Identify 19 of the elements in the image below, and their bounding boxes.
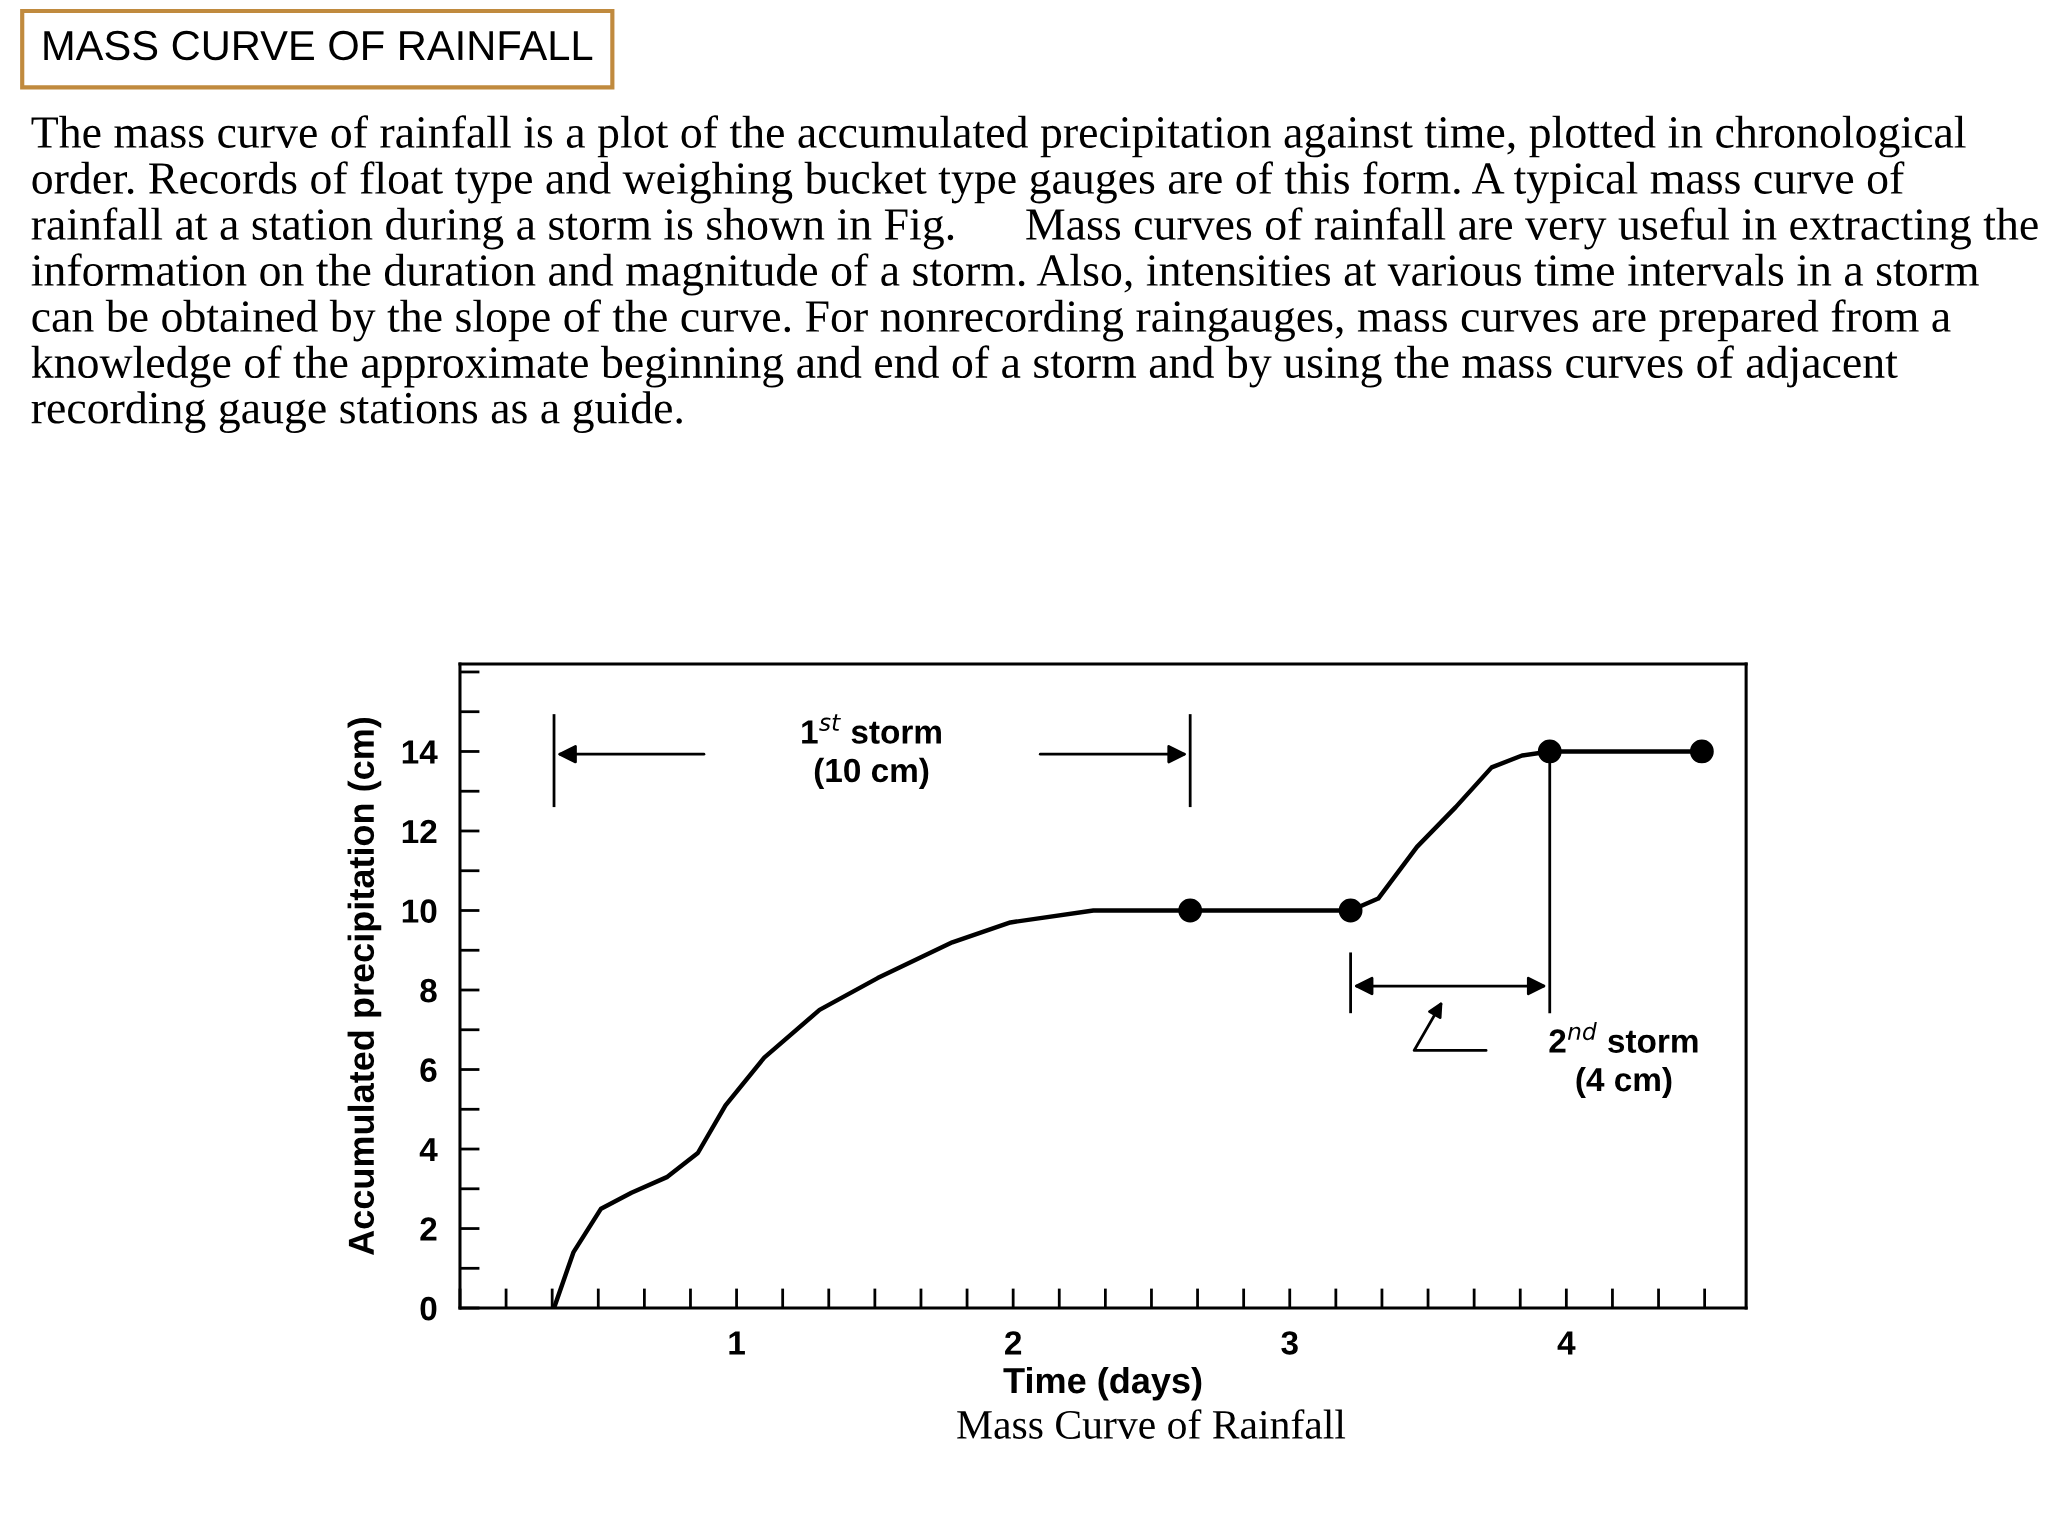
y-tick-label: 6 bbox=[420, 1058, 437, 1082]
x-tick-label: 1 bbox=[729, 1331, 745, 1355]
annotation: 1$^{st}$ storm (10 cm) bbox=[802, 714, 941, 789]
y-tick-label: 4 bbox=[419, 1138, 438, 1162]
x-tick-label: 3 bbox=[1281, 1331, 1298, 1355]
chart-subtitle: The mass curve of rainfall is a plot of the accumulated precipitation against time, plotted in chronological order. Records of float type and weighing bucket type gauges are of this form. A typical mass curve of rainfall at a station during a storm is shown in Fig. Mass curves of rainfall are very useful in extracting the information on the duration and magnitude of a storm. Also, intensities at various time intervals in a storm can be obtained by the slope of the curve. For nonrecording raingauges, mass curves are prepared from a knowledge of the approximate beginning and end of a storm and by using the mass curves of adjacent recording gauge stations as a guide. bbox=[31, 115, 2038, 434]
y-tick-label: 10 bbox=[402, 899, 437, 923]
y-tick-label: 0 bbox=[420, 1296, 437, 1321]
chart-title: MASS CURVE OF RAINFALL bbox=[44, 30, 593, 61]
x-tick-label: 4 bbox=[1557, 1331, 1576, 1355]
y-tick-label: 8 bbox=[420, 978, 437, 1003]
y-axis-title: Accumulated precipitation (cm) bbox=[347, 717, 382, 1255]
text: Mass Curve of Rainfall bbox=[957, 1409, 1346, 1439]
y-tick-label: 12 bbox=[402, 819, 437, 844]
y-tick-label: 14 bbox=[402, 740, 438, 764]
x-tick-label: 2 bbox=[1005, 1331, 1022, 1355]
x-axis-title: Time (days) bbox=[1003, 1366, 1202, 1401]
y-tick-label: 2 bbox=[420, 1217, 437, 1241]
annotation: 2$^{nd}$ storm (4 cm) bbox=[1549, 1022, 1698, 1099]
